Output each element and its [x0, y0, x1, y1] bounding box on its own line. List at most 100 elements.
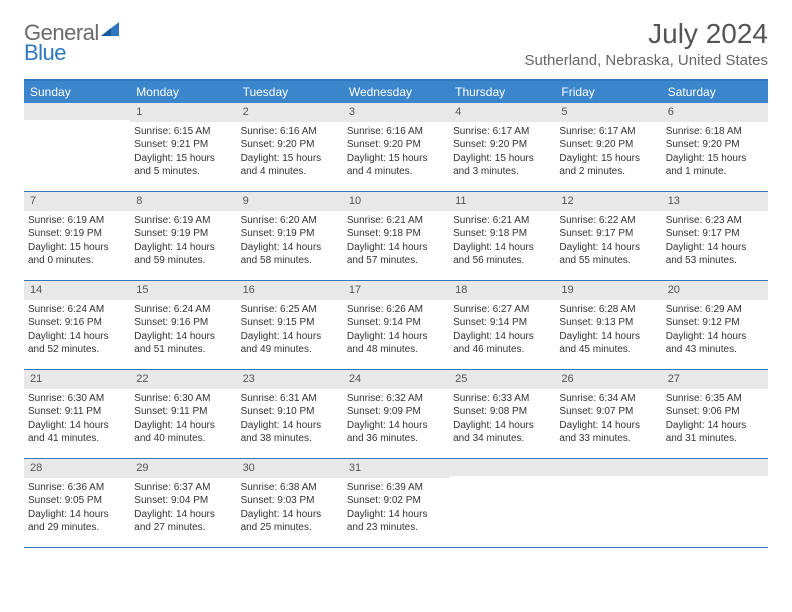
day-number: 7: [24, 192, 130, 211]
daylight-line-2: and 4 minutes.: [241, 165, 339, 179]
sunset-line: Sunset: 9:11 PM: [28, 405, 126, 419]
weekday-header: Thursday: [449, 81, 555, 103]
calendar-day-cell: 6Sunrise: 6:18 AMSunset: 9:20 PMDaylight…: [662, 103, 768, 191]
sunset-line: Sunset: 9:20 PM: [666, 138, 764, 152]
calendar-week: 28Sunrise: 6:36 AMSunset: 9:05 PMDayligh…: [24, 459, 768, 548]
calendar-day-cell: 23Sunrise: 6:31 AMSunset: 9:10 PMDayligh…: [237, 370, 343, 458]
daylight-line-1: Daylight: 15 hours: [347, 152, 445, 166]
daylight-line-1: Daylight: 15 hours: [134, 152, 232, 166]
daylight-line-2: and 23 minutes.: [347, 521, 445, 535]
calendar-day-cell: 30Sunrise: 6:38 AMSunset: 9:03 PMDayligh…: [237, 459, 343, 547]
calendar-day-cell: 4Sunrise: 6:17 AMSunset: 9:20 PMDaylight…: [449, 103, 555, 191]
sunset-line: Sunset: 9:19 PM: [134, 227, 232, 241]
sunrise-line: Sunrise: 6:19 AM: [134, 214, 232, 228]
sunrise-line: Sunrise: 6:35 AM: [666, 392, 764, 406]
sunrise-line: Sunrise: 6:36 AM: [28, 481, 126, 495]
daylight-line-1: Daylight: 15 hours: [559, 152, 657, 166]
sunrise-line: Sunrise: 6:20 AM: [241, 214, 339, 228]
daylight-line-1: Daylight: 14 hours: [28, 508, 126, 522]
day-number: 2: [237, 103, 343, 122]
day-number: 22: [130, 370, 236, 389]
day-number: 1: [130, 103, 236, 122]
day-number: 28: [24, 459, 130, 478]
daylight-line-2: and 34 minutes.: [453, 432, 551, 446]
daylight-line-2: and 1 minute.: [666, 165, 764, 179]
sunset-line: Sunset: 9:13 PM: [559, 316, 657, 330]
calendar-day-cell: [449, 459, 555, 547]
calendar-day-cell: 27Sunrise: 6:35 AMSunset: 9:06 PMDayligh…: [662, 370, 768, 458]
calendar-day-cell: 22 Sunrise: 6:30 AMSunset: 9:11 PMDayligh…: [130, 370, 236, 458]
sunrise-line: Sunrise: 6:30 AM: [134, 392, 232, 406]
daylight-line-2: and 31 minutes.: [666, 432, 764, 446]
sunset-line: Sunset: 9:20 PM: [453, 138, 551, 152]
day-number: 12: [555, 192, 661, 211]
sunset-line: Sunset: 9:19 PM: [241, 227, 339, 241]
daylight-line-2: and 45 minutes.: [559, 343, 657, 357]
calendar-day-cell: 18Sunrise: 6:27 AMSunset: 9:14 PMDayligh…: [449, 281, 555, 369]
calendar-day-cell: 21Sunrise: 6:30 AMSunset: 9:11 PMDayligh…: [24, 370, 130, 458]
daylight-line-2: and 0 minutes.: [28, 254, 126, 268]
calendar-day-cell: 7Sunrise: 6:19 AMSunset: 9:19 PMDaylight…: [24, 192, 130, 280]
sunset-line: Sunset: 9:09 PM: [347, 405, 445, 419]
calendar-day-cell: 13Sunrise: 6:23 AMSunset: 9:17 PMDayligh…: [662, 192, 768, 280]
calendar-day-cell: 1Sunrise: 6:15 AMSunset: 9:21 PMDaylight…: [130, 103, 236, 191]
weekday-header: Sunday: [24, 81, 130, 103]
logo-triangle-icon: [101, 22, 119, 41]
calendar: SundayMondayTuesdayWednesdayThursdayFrid…: [24, 79, 768, 548]
day-number: 10: [343, 192, 449, 211]
sunrise-line: Sunrise: 6:16 AM: [241, 125, 339, 139]
daylight-line-1: Daylight: 14 hours: [666, 419, 764, 433]
daylight-line-2: and 46 minutes.: [453, 343, 551, 357]
day-number: 31: [343, 459, 449, 478]
day-number: 21: [24, 370, 130, 389]
day-number: 17: [343, 281, 449, 300]
sunset-line: Sunset: 9:17 PM: [666, 227, 764, 241]
sunset-line: Sunset: 9:18 PM: [453, 227, 551, 241]
sunset-line: Sunset: 9:04 PM: [134, 494, 232, 508]
daylight-line-2: and 58 minutes.: [241, 254, 339, 268]
calendar-day-cell: 9Sunrise: 6:20 AMSunset: 9:19 PMDaylight…: [237, 192, 343, 280]
calendar-day-cell: 15Sunrise: 6:24 AMSunset: 9:16 PMDayligh…: [130, 281, 236, 369]
calendar-day-cell: 29Sunrise: 6:37 AMSunset: 9:04 PMDayligh…: [130, 459, 236, 547]
sunrise-line: Sunrise: 6:28 AM: [559, 303, 657, 317]
daylight-line-1: Daylight: 14 hours: [559, 419, 657, 433]
sunset-line: Sunset: 9:02 PM: [347, 494, 445, 508]
daylight-line-1: Daylight: 14 hours: [347, 419, 445, 433]
daylight-line-2: and 38 minutes.: [241, 432, 339, 446]
day-number: 14: [24, 281, 130, 300]
day-number: 8: [130, 192, 236, 211]
daylight-line-1: Daylight: 14 hours: [666, 330, 764, 344]
calendar-day-cell: [24, 103, 130, 191]
calendar-day-cell: 14Sunrise: 6:24 AMSunset: 9:16 PMDayligh…: [24, 281, 130, 369]
day-number: 6: [662, 103, 768, 122]
day-number: [449, 459, 555, 476]
sunrise-line: Sunrise: 6:16 AM: [347, 125, 445, 139]
sunset-line: Sunset: 9:07 PM: [559, 405, 657, 419]
daylight-line-2: and 57 minutes.: [347, 254, 445, 268]
sunrise-line: Sunrise: 6:25 AM: [241, 303, 339, 317]
daylight-line-2: and 33 minutes.: [559, 432, 657, 446]
sunset-line: Sunset: 9:11 PM: [134, 405, 232, 419]
sunset-line: Sunset: 9:10 PM: [241, 405, 339, 419]
calendar-day-cell: 16Sunrise: 6:25 AMSunset: 9:15 PMDayligh…: [237, 281, 343, 369]
sunrise-line: Sunrise: 6:34 AM: [559, 392, 657, 406]
daylight-line-2: and 40 minutes.: [134, 432, 232, 446]
calendar-day-cell: 26Sunrise: 6:34 AMSunset: 9:07 PMDayligh…: [555, 370, 661, 458]
calendar-day-cell: 20Sunrise: 6:29 AMSunset: 9:12 PMDayligh…: [662, 281, 768, 369]
sunrise-line: Sunrise: 6:29 AM: [666, 303, 764, 317]
sunrise-line: Sunrise: 6:39 AM: [347, 481, 445, 495]
sunrise-line: Sunrise: 6:37 AM: [134, 481, 232, 495]
sunset-line: Sunset: 9:06 PM: [666, 405, 764, 419]
sunrise-line: Sunrise: 6:17 AM: [559, 125, 657, 139]
weekday-header: Tuesday: [237, 81, 343, 103]
daylight-line-1: Daylight: 14 hours: [134, 419, 232, 433]
weekday-header: Monday: [130, 81, 236, 103]
daylight-line-1: Daylight: 14 hours: [134, 330, 232, 344]
sunrise-line: Sunrise: 6:24 AM: [134, 303, 232, 317]
daylight-line-1: Daylight: 14 hours: [28, 419, 126, 433]
sunset-line: Sunset: 9:20 PM: [559, 138, 657, 152]
daylight-line-2: and 2 minutes.: [559, 165, 657, 179]
weekday-header: Saturday: [662, 81, 768, 103]
calendar-day-cell: 24Sunrise: 6:32 AMSunset: 9:09 PMDayligh…: [343, 370, 449, 458]
daylight-line-2: and 41 minutes.: [28, 432, 126, 446]
